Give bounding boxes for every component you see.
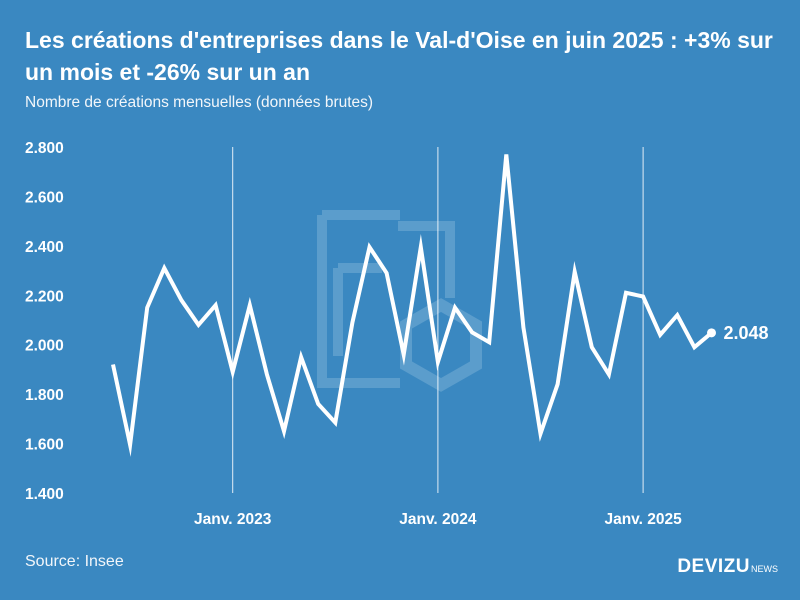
y-tick-label: 2.600 [25,189,64,206]
source-note: Source: Insee [25,553,124,570]
y-tick-label: 2.400 [25,239,64,256]
watermark-logo [317,210,482,392]
y-axis: 1.400 1.600 1.800 2.000 2.200 2.400 2.600 2.800 [25,140,64,503]
y-tick-label: 1.600 [25,437,64,454]
x-tick-label: Janv. 2024 [399,511,477,528]
y-tick-label: 2.200 [25,288,64,305]
y-tick-label: 2.800 [25,140,64,157]
brand-suffix: NEWS [751,564,778,574]
end-marker [707,328,716,338]
end-value-label: 2.048 [724,323,769,343]
chart-title: Les créations d'entreprises dans le Val-… [25,27,773,85]
chart-subtitle: Nombre de créations mensuelles (données … [25,94,374,111]
series-line [111,154,713,457]
x-tick-label: Janv. 2025 [604,511,682,528]
brand-logo: DEVIZUNEWS [677,556,778,578]
x-axis: Janv. 2023 Janv. 2024 Janv. 2025 [194,511,682,528]
y-tick-label: 1.400 [25,486,64,503]
x-tick-label: Janv. 2023 [194,511,272,528]
y-tick-label: 2.000 [25,338,64,355]
series-layer: 2.048 [111,154,769,457]
watermark-e-shape [317,210,400,388]
watermark-frame [398,221,455,298]
y-tick-label: 1.800 [25,387,64,404]
grid-lines [232,147,644,493]
brand-name: DEVIZU [677,556,750,577]
watermark-hexagon [400,298,482,392]
